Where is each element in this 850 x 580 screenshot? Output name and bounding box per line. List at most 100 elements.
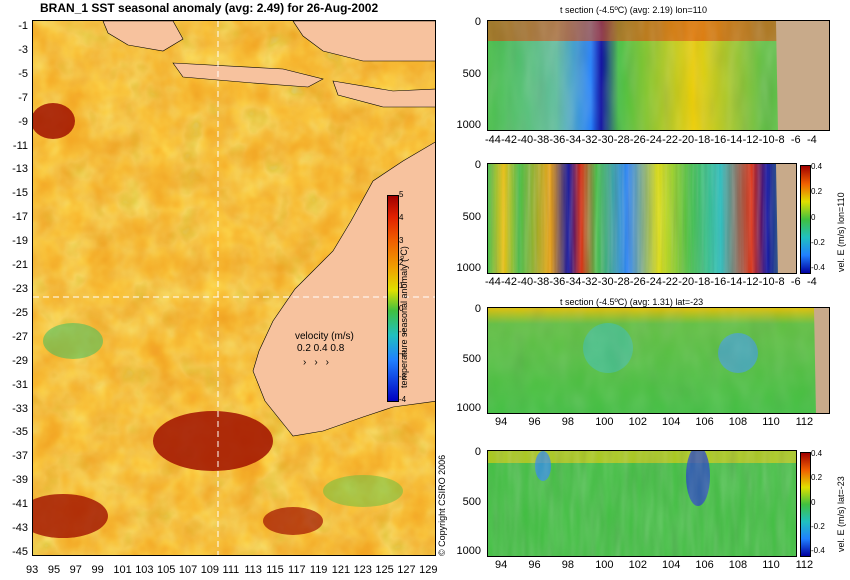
- x-tick-label: -16: [710, 276, 727, 288]
- vel-colorbar-1: [800, 165, 811, 274]
- sst-colorbar-tick: 3: [399, 235, 404, 245]
- lon-tick-label: 129: [419, 564, 438, 576]
- x-tick-label: -22: [662, 134, 678, 146]
- vel-colorbar-tick: -0.4: [811, 546, 825, 555]
- lon-tick-label: 107: [178, 564, 198, 576]
- x-tick-label: -26: [629, 134, 646, 146]
- x-tick-label: -30: [597, 276, 614, 288]
- vel-colorbar-tick: 0.4: [811, 162, 823, 171]
- lon-tick-label: 123: [353, 564, 372, 576]
- panel2-side-label: vel. E (m/s) lon=110: [836, 192, 846, 272]
- x-tick-label: -40: [517, 134, 534, 146]
- x-tick-label: -26: [629, 276, 646, 288]
- vel-section-lat-23: [487, 450, 797, 557]
- sst-colorbar-tick: -1: [399, 326, 407, 336]
- depth-tick-label: 500: [462, 495, 481, 508]
- land-section: [776, 21, 829, 130]
- x-tick-label: 110: [762, 416, 780, 428]
- x-tick-label: -14: [726, 276, 743, 288]
- x-tick-label: -38: [533, 134, 550, 146]
- x-tick-label: -12: [742, 134, 759, 146]
- lon-tick-label: 105: [157, 564, 176, 576]
- x-tick-label: 108: [728, 559, 748, 571]
- warm-anomaly-patch: [33, 494, 108, 538]
- x-tick-label: 110: [762, 559, 780, 571]
- x-tick-label: 108: [728, 416, 748, 428]
- x-tick-label: -36: [549, 134, 566, 146]
- warm-anomaly-patch: [33, 103, 75, 139]
- lat-tick-label: -29: [12, 354, 28, 367]
- x-tick-label: -44: [485, 276, 501, 288]
- x-tick-label: -4: [807, 134, 817, 146]
- x-tick-label: -8: [774, 276, 785, 288]
- x-tick-label: 96: [528, 416, 541, 428]
- sst-colorbar-tick: 1: [399, 281, 404, 291]
- lon-tick-label: 119: [309, 564, 328, 576]
- x-tick-label: 96: [528, 559, 541, 571]
- x-tick-label: -10: [758, 134, 775, 146]
- lat-tick-label: -39: [12, 474, 28, 487]
- depth-tick-label: 0: [474, 303, 481, 315]
- vel-colorbar-tick: 0.2: [811, 473, 823, 483]
- land-borneo: [292, 21, 435, 62]
- lon-tick-label: 127: [397, 564, 416, 576]
- lat-tick-label: -27: [12, 330, 28, 343]
- x-tick-label: 106: [695, 559, 714, 571]
- lat-tick-label: -31: [12, 378, 28, 391]
- x-tick-label: -34: [565, 134, 582, 146]
- x-tick-label: -28: [613, 276, 630, 288]
- x-tick-label: 104: [662, 559, 681, 571]
- sst-anomaly-map: velocity (m/s) 0.2 0.4 0.8 ›››: [32, 20, 436, 556]
- lat-tick-label: -45: [12, 546, 28, 558]
- sst-colorbar-label: temperature seasonal anomaly (ºC): [399, 246, 409, 388]
- lon-tick-label: 101: [113, 564, 132, 576]
- x-tick-label: -42: [501, 134, 517, 146]
- x-tick-label: -6: [790, 276, 801, 288]
- land-section: [814, 308, 829, 413]
- map-title: BRAN_1 SST seasonal anomaly (avg: 2.49) …: [40, 1, 379, 15]
- x-tick-label: 100: [595, 416, 614, 428]
- x-tick-label: 94: [495, 416, 508, 428]
- sst-colorbar-tick: -4: [399, 395, 407, 404]
- lat-tick-label: -41: [12, 498, 28, 511]
- depth-tick-label: 0: [474, 159, 481, 171]
- lat-tick-label: -19: [12, 235, 28, 248]
- lon-tick-label: 97: [69, 564, 82, 576]
- x-tick-label: 104: [662, 416, 681, 428]
- lat-tick-label: -5: [18, 67, 28, 80]
- x-tick-label: 98: [561, 559, 575, 571]
- x-tick-label: 102: [628, 416, 647, 428]
- x-tick-label: -20: [678, 276, 695, 288]
- sst-colorbar-tick: 0: [399, 303, 404, 313]
- lat-tick-label: -37: [12, 450, 28, 463]
- copyright-text: © Copyright CSIRO 2006: [437, 454, 447, 556]
- depth-tick-label: 1000: [456, 262, 481, 274]
- x-tick-label: -38: [533, 276, 550, 288]
- depth-tick-label: 0: [474, 446, 481, 458]
- lat-tick-label: -3: [18, 43, 28, 56]
- x-tick-label: -24: [646, 276, 662, 288]
- lon-tick-label: 111: [222, 564, 240, 576]
- sst-colorbar-tick: -3: [399, 372, 407, 382]
- land-section: [776, 164, 796, 273]
- lon-tick-label: 103: [135, 564, 154, 576]
- lon-tick-label: 115: [266, 564, 284, 576]
- vel-colorbar-tick: 0.2: [811, 187, 823, 197]
- x-tick-label: -16: [710, 134, 727, 146]
- vel-colorbar-tick: 0.4: [811, 449, 823, 458]
- land-indonesia: [102, 21, 184, 52]
- vel-colorbar-2: [800, 452, 811, 557]
- sst-colorbar-tick: 4: [399, 212, 404, 222]
- lon-tick-label: 121: [331, 564, 351, 576]
- depth-tick-label: 0: [474, 16, 481, 28]
- x-tick-label: -42: [501, 276, 517, 288]
- lat-tick-label: -13: [12, 163, 28, 176]
- vel-colorbar-tick: 0: [811, 497, 816, 507]
- lon-tick-label: 99: [91, 564, 104, 576]
- lat-tick-label: -35: [12, 426, 28, 439]
- x-tick-label: -22: [662, 276, 678, 288]
- x-tick-label: -18: [694, 134, 711, 146]
- land-java: [172, 62, 324, 88]
- lat-tick-label: -1: [18, 20, 28, 32]
- lat-tick-label: -15: [12, 187, 28, 200]
